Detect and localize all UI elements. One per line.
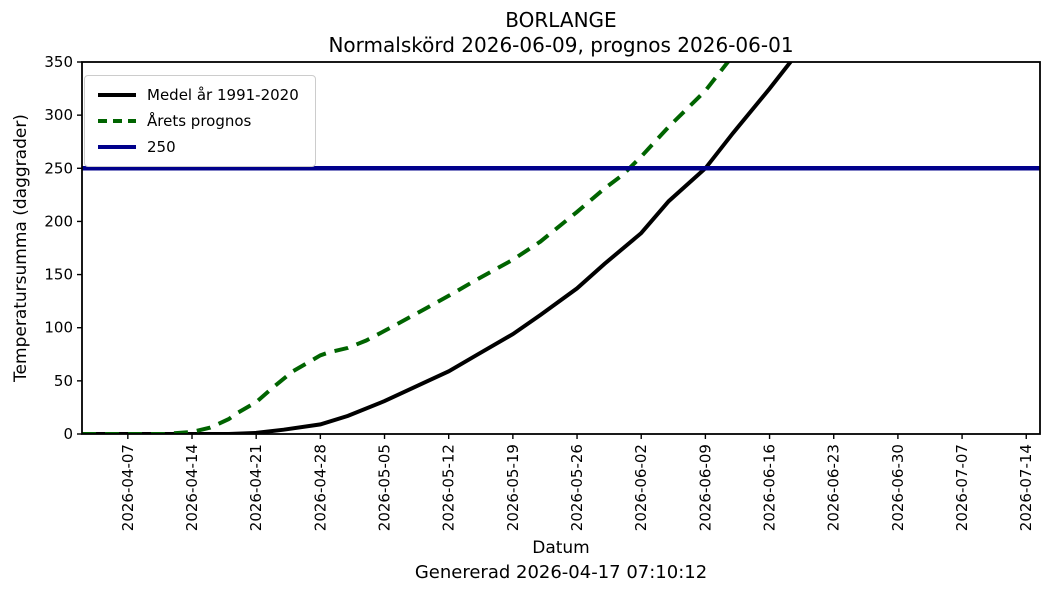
legend-item-threshold: 250	[97, 136, 303, 158]
y-tick-label: 0	[63, 425, 73, 443]
y-tick-label: 100	[44, 319, 73, 337]
solid-navy-line-icon	[98, 145, 136, 149]
legend-label-medel: Medel år 1991-2020	[147, 86, 299, 104]
y-tick-label: 200	[44, 212, 73, 230]
x-tick-label: 2026-06-30	[889, 444, 907, 531]
y-axis-label: Temperatursumma (daggrader)	[11, 114, 31, 382]
generated-timestamp: Genererad 2026-04-17 07:10:12	[414, 562, 708, 583]
x-tick-label: 2026-07-14	[1017, 444, 1035, 531]
dashed-green-line-icon	[98, 119, 136, 123]
y-tick-label: 250	[44, 159, 73, 177]
solid-black-line-icon	[98, 93, 136, 97]
x-tick-label: 2026-04-21	[247, 444, 265, 531]
x-tick-label: 2026-06-23	[825, 444, 843, 531]
x-tick-label: 2026-04-07	[119, 444, 137, 531]
x-tick-label: 2026-05-12	[440, 444, 458, 531]
y-tick-label: 50	[54, 372, 73, 390]
x-tick-label: 2026-06-09	[696, 444, 714, 531]
legend: Medel år 1991-2020 Årets prognos 250	[84, 75, 316, 167]
x-axis-label: Datum	[532, 538, 590, 558]
x-tick-label: 2026-07-07	[953, 444, 971, 531]
legend-item-prognos: Årets prognos	[97, 110, 303, 132]
chart-subtitle: Normalskörd 2026-06-09, prognos 2026-06-…	[328, 33, 794, 57]
x-tick-label: 2026-05-19	[504, 444, 522, 531]
x-tick-label: 2026-06-02	[632, 444, 650, 531]
chart-title: BORLANGE	[505, 8, 617, 32]
y-tick-label: 150	[44, 266, 73, 284]
y-tick-label: 350	[44, 53, 73, 71]
x-tick-label: 2026-05-05	[376, 444, 394, 531]
series-line-prognos	[82, 62, 731, 434]
x-tick-label: 2026-04-28	[311, 444, 329, 531]
x-tick-label: 2026-04-14	[183, 444, 201, 531]
legend-label-threshold: 250	[147, 138, 176, 156]
legend-label-prognos: Årets prognos	[147, 112, 252, 130]
x-tick-label: 2026-06-16	[761, 444, 779, 531]
y-tick-label: 300	[44, 106, 73, 124]
x-tick-label: 2026-05-26	[568, 444, 586, 531]
legend-item-medel: Medel år 1991-2020	[97, 84, 303, 106]
axes-frame	[81, 61, 1041, 435]
